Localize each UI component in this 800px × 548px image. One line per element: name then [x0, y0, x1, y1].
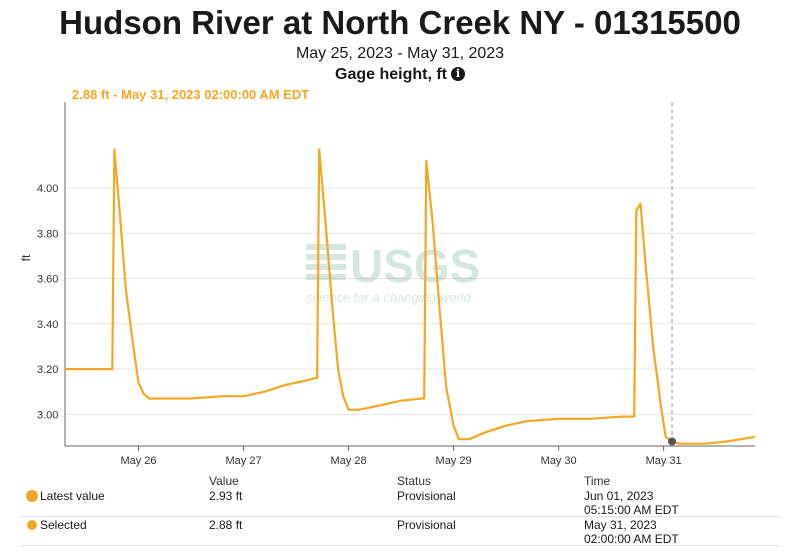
- legend-row-selected: Selected 2.88 ft Provisional May 31, 202…: [0, 518, 800, 546]
- x-tick-label: May 31: [646, 455, 682, 467]
- legend-header-row: Value Status Time: [0, 474, 800, 494]
- selected-value: 2.88 ft: [209, 518, 243, 532]
- latest-value: 2.93 ft: [209, 489, 243, 503]
- selected-time-date: May 31, 2023: [584, 518, 657, 532]
- y-tick-label: 3.20: [37, 364, 58, 376]
- parameter-label: Gage height, ft i: [0, 66, 800, 84]
- y-tick-label: 4.00: [37, 183, 58, 195]
- header-status: Status: [397, 474, 432, 488]
- selected-label: Selected: [40, 518, 87, 532]
- gage-height-chart[interactable]: USGS science for a changing world 3.003.…: [0, 0, 800, 470]
- axes: [64, 102, 755, 451]
- y-tick-label: 3.60: [37, 274, 58, 286]
- x-tick-label: May 26: [120, 455, 156, 467]
- y-tick-label: 3.80: [37, 228, 58, 240]
- grid-lines: [65, 187, 755, 415]
- selected-time-clock: 02:00:00 AM EDT: [584, 532, 679, 546]
- usgs-watermark: USGS science for a changing world: [306, 240, 480, 305]
- latest-time-clock: 05:15:00 AM EDT: [584, 503, 679, 517]
- latest-time-date: Jun 01, 2023: [584, 489, 654, 503]
- usgs-logo-mark: [306, 244, 346, 280]
- series-line-gage-height: [65, 148, 756, 445]
- y-tick-label: 3.40: [37, 319, 58, 331]
- info-icon[interactable]: i: [451, 67, 465, 81]
- latest-status: Provisional: [397, 489, 456, 503]
- x-tick-label: May 28: [331, 455, 367, 467]
- usgs-logo-text: USGS: [350, 240, 480, 292]
- legend-divider-bottom: [20, 545, 780, 546]
- header-time: Time: [584, 474, 611, 488]
- selected-dot-icon: [27, 520, 37, 530]
- tick-labels: 3.00 3.20 3.40 3.60 3.80 4.00 May 26 May 27 May …: [37, 183, 682, 467]
- usgs-tagline: science for a changing world: [306, 290, 472, 305]
- x-tick-label: May 27: [225, 455, 261, 467]
- header-value: Value: [209, 474, 239, 488]
- legend-row-latest: Latest value 2.93 ft Provisional Jun 01,…: [0, 489, 800, 517]
- legend-divider: [20, 516, 780, 517]
- parameter-text: Gage height, ft: [335, 66, 447, 83]
- selected-status: Provisional: [397, 518, 456, 532]
- page-title: Hudson River at North Creek NY - 0131550…: [59, 4, 741, 41]
- hover-tooltip: 2.88 ft - May 31, 2023 02:00:00 AM EDT: [72, 87, 310, 102]
- y-tick-label: 3.00: [37, 409, 58, 421]
- selected-point-marker: [668, 437, 677, 446]
- latest-label: Latest value: [40, 489, 105, 503]
- latest-dot-icon: [26, 490, 38, 502]
- date-range: May 25, 2023 - May 31, 2023: [295, 45, 505, 62]
- x-tick-label: May 29: [436, 455, 472, 467]
- x-tick-label: May 30: [541, 455, 577, 467]
- y-axis-label: ft: [19, 254, 33, 261]
